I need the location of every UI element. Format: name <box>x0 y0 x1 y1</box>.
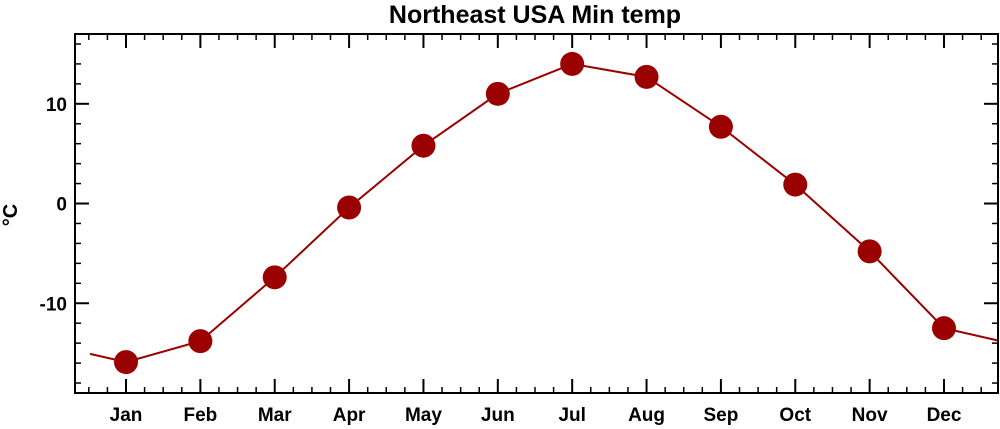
x-tick-label-feb: Feb <box>183 405 217 426</box>
x-tick-label-oct: Oct <box>779 405 811 426</box>
data-point-apr <box>337 195 362 220</box>
x-tick-label-dec: Dec <box>927 405 962 426</box>
x-tick-label-jun: Jun <box>481 405 515 426</box>
series-line-group <box>89 62 999 364</box>
y-axis-label: °C <box>0 204 22 226</box>
x-tick-label-jul: Jul <box>558 405 585 426</box>
x-tick-label-aug: Aug <box>628 405 665 426</box>
data-point-sep <box>708 114 733 139</box>
major-ticks <box>75 34 998 393</box>
y-tick-label: -10 <box>40 294 67 315</box>
data-point-aug <box>634 64 659 89</box>
minor-ticks <box>75 34 998 393</box>
x-tick-label-jan: Jan <box>110 405 143 426</box>
y-tick-labels: -10 0 10 <box>40 95 67 315</box>
data-point-oct <box>783 172 808 197</box>
data-point-jan <box>114 350 138 375</box>
series-line <box>89 62 999 364</box>
data-point-jul <box>560 51 585 76</box>
plot-frame <box>74 33 999 394</box>
data-point-may <box>411 133 436 158</box>
chart-title: Northeast USA Min temp <box>389 1 681 29</box>
x-tick-label-sep: Sep <box>703 405 738 426</box>
y-tick-label: 0 <box>56 195 67 216</box>
data-point-dec <box>932 316 956 341</box>
data-point-nov <box>857 239 882 264</box>
x-tick-label-apr: Apr <box>333 405 366 426</box>
y-tick-label: 10 <box>46 95 67 116</box>
data-point-mar <box>262 265 287 290</box>
data-point-feb <box>188 329 213 354</box>
x-tick-label-may: May <box>405 405 442 426</box>
x-tick-label-mar: Mar <box>258 405 292 426</box>
x-tick-label-nov: Nov <box>852 405 888 426</box>
x-tick-labels: Jan Feb Mar Apr May Jun Jul Aug Sep Oct Nov Dec <box>110 405 962 426</box>
data-point-jun <box>485 81 510 106</box>
series-markers <box>114 51 956 375</box>
